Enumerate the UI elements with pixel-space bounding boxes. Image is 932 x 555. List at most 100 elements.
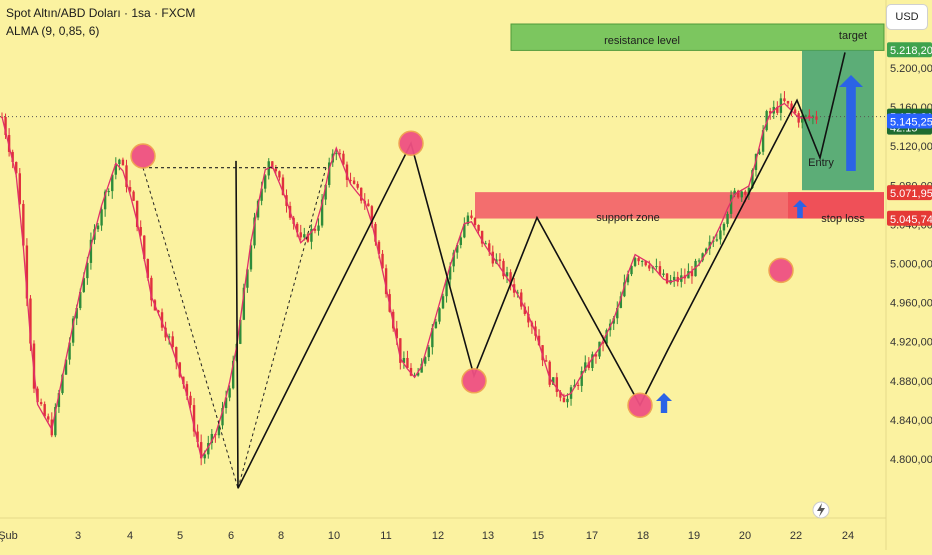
- candle-body: [456, 244, 459, 253]
- dashed-trend: [237, 167, 327, 489]
- pivot-marker: [768, 257, 794, 284]
- candle-body: [520, 292, 523, 307]
- candle-body: [242, 287, 246, 320]
- candle-body: [747, 187, 751, 195]
- candle-body: [256, 200, 260, 218]
- entry-arrow: [793, 200, 807, 218]
- candle-body: [637, 258, 640, 262]
- currency-button[interactable]: USD: [886, 4, 928, 30]
- x-tick-label: 19: [688, 530, 700, 542]
- candle-body: [790, 103, 793, 110]
- candle-body: [509, 272, 512, 285]
- x-tick-label: 5: [177, 530, 183, 542]
- y-tick-label: 5.120,00: [890, 141, 932, 153]
- candle-body: [203, 454, 206, 459]
- candle-body: [726, 213, 729, 224]
- candle-body: [182, 376, 185, 385]
- candle-body: [260, 188, 263, 201]
- x-tick-label: Şub: [0, 530, 18, 542]
- candle-body: [630, 265, 633, 275]
- candle-body: [18, 173, 21, 204]
- candle-body: [22, 203, 25, 246]
- candle-body: [729, 194, 733, 214]
- candle-body: [367, 203, 370, 207]
- candle-body: [125, 165, 128, 187]
- candle-body: [224, 397, 228, 409]
- candle-body: [484, 243, 487, 245]
- candle-body: [527, 313, 530, 323]
- candle-body: [783, 98, 786, 102]
- candle-body: [253, 217, 256, 246]
- candle-body: [815, 116, 818, 120]
- candle-body: [54, 407, 57, 436]
- symbol-title: Spot Altın/ABD Doları · 1sa · FXCM: [6, 6, 196, 20]
- pivot-marker: [398, 130, 424, 157]
- candle-body: [171, 336, 174, 348]
- candle-body: [470, 215, 473, 218]
- x-tick-label: 11: [380, 530, 391, 542]
- candle-body: [374, 223, 377, 242]
- candle-body: [584, 362, 587, 372]
- candle-body: [655, 266, 658, 268]
- candle-body: [231, 360, 235, 389]
- x-tick-label: 13: [482, 530, 494, 542]
- candle-body: [740, 191, 743, 198]
- candle-body: [157, 310, 160, 313]
- candle-body: [64, 359, 68, 375]
- resistance-zone: [510, 23, 885, 51]
- candle-body: [623, 282, 626, 297]
- candle-body: [82, 278, 85, 292]
- candle-body: [192, 405, 196, 432]
- x-tick-label: 3: [75, 530, 81, 542]
- buy-arrow: [656, 393, 672, 413]
- candle-body: [118, 159, 121, 165]
- candle-body: [448, 266, 452, 280]
- entry-label: Entry: [808, 157, 834, 169]
- price-tag-label: 5.045,74: [890, 214, 932, 226]
- target-label: target: [839, 30, 867, 42]
- candle-body: [43, 404, 46, 417]
- candle-body: [29, 298, 32, 344]
- candle-body: [612, 318, 615, 324]
- candle-body: [765, 111, 768, 131]
- resistance-label: resistance level: [604, 35, 680, 47]
- candle-body: [648, 265, 651, 269]
- candle-body: [459, 237, 462, 245]
- candle-body: [413, 375, 416, 377]
- candle-body: [207, 443, 210, 455]
- candle-body: [466, 215, 470, 225]
- candle-body: [452, 252, 455, 267]
- candle-body: [196, 431, 199, 443]
- candle-body: [25, 245, 29, 299]
- dashed-trend: [142, 167, 239, 489]
- candle-body: [694, 260, 697, 277]
- candle-body: [15, 162, 18, 174]
- candle-body: [704, 248, 708, 254]
- candle-body: [701, 253, 704, 261]
- candle-body: [338, 153, 342, 155]
- candle-body: [769, 111, 772, 114]
- support-label: support zone: [596, 212, 660, 224]
- candle-body: [7, 135, 11, 152]
- candle-body: [555, 377, 559, 392]
- candle-body: [36, 388, 39, 403]
- y-tick-label: 4.920,00: [890, 337, 932, 349]
- candle-body: [328, 162, 331, 185]
- candle-body: [633, 258, 637, 266]
- candle-body: [103, 191, 107, 210]
- candle-body: [295, 223, 299, 233]
- candle-body: [146, 258, 150, 278]
- candle-body: [477, 224, 480, 231]
- y-tick-label: 4.960,00: [890, 298, 932, 310]
- candle-body: [473, 217, 477, 225]
- candle-body: [306, 234, 310, 242]
- candle-body: [662, 273, 665, 275]
- candle-body: [580, 371, 583, 386]
- candle-body: [324, 184, 327, 200]
- pivot-marker: [130, 143, 156, 169]
- stop-loss-label: stop loss: [821, 213, 865, 225]
- candle-body: [47, 416, 50, 420]
- candle-body: [221, 408, 224, 426]
